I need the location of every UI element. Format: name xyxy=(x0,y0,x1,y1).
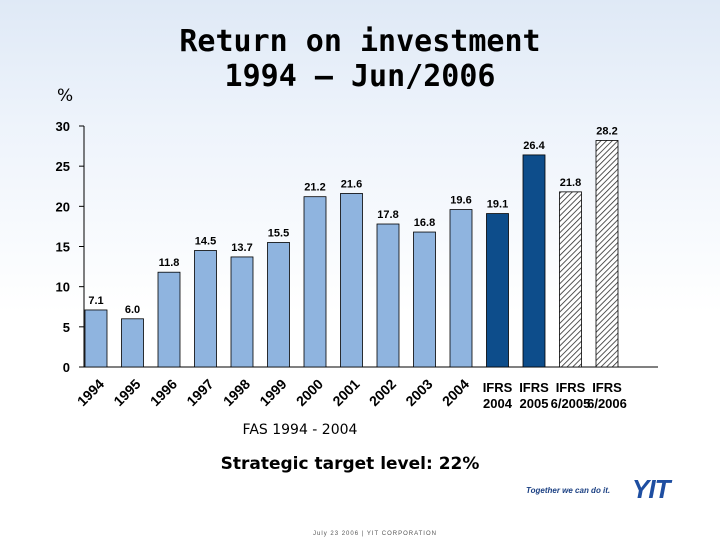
value-label: 17.8 xyxy=(377,209,398,221)
x-tick-label: 1995 xyxy=(110,376,143,409)
subtitle-fas: FAS 1994 - 2004 xyxy=(242,422,358,438)
company-logo: Together we can do it. YIT xyxy=(526,474,706,506)
y-tick-label: 15 xyxy=(56,240,70,255)
x-tick-label: 1999 xyxy=(256,376,289,409)
value-label: 15.5 xyxy=(268,227,289,239)
bar-ifrs-2005 xyxy=(522,154,546,368)
x-tick-label: 2005 xyxy=(520,396,549,411)
strategic-target: Strategic target level: 22% xyxy=(220,454,480,474)
chart-title-line-2: 1994 – Jun/2006 xyxy=(224,59,496,94)
logo-mark: YIT xyxy=(632,474,670,504)
bar-ifrs-6-2005 xyxy=(559,191,582,368)
value-label: 16.8 xyxy=(414,217,435,229)
x-tick-label: IFRS xyxy=(519,380,549,395)
x-tick-label: 2000 xyxy=(293,376,326,409)
bar-1995 xyxy=(121,318,144,368)
bar-1994 xyxy=(84,309,108,368)
value-label: 6.0 xyxy=(125,304,140,316)
bar-1997 xyxy=(194,250,217,368)
x-tick-label: 6/2005 xyxy=(551,396,591,411)
chart-title: Return on investment 1994 – Jun/2006 xyxy=(120,24,600,94)
x-tick-label: 2004 xyxy=(483,396,513,411)
value-label: 11.8 xyxy=(159,257,180,269)
footer-text: July 23 2006 | YIT CORPORATION xyxy=(313,531,437,537)
x-tick-label: 2002 xyxy=(366,376,399,409)
x-tick-label: 2001 xyxy=(329,376,362,409)
bar-2000 xyxy=(303,196,327,368)
value-label: 21.6 xyxy=(341,178,362,190)
y-tick-label: 0 xyxy=(63,360,70,375)
value-label: 21.8 xyxy=(560,177,581,189)
y-tick-label: 30 xyxy=(56,119,70,134)
value-label: 13.7 xyxy=(231,242,252,254)
bar-2004 xyxy=(449,209,473,368)
bar-ifrs-6-2006 xyxy=(595,140,619,368)
value-label: 19.6 xyxy=(450,195,471,207)
logo-slogan: Together we can do it. xyxy=(526,486,611,495)
bar-2003 xyxy=(413,231,436,368)
value-label: 21.2 xyxy=(304,182,325,194)
x-tick-label: 1996 xyxy=(147,376,180,409)
bar-ifrs-2004 xyxy=(486,213,509,368)
x-tick-label: 1997 xyxy=(183,376,216,409)
chart-title-line-1: Return on investment xyxy=(179,24,541,59)
bar-2001 xyxy=(340,193,363,368)
bar-1998 xyxy=(230,256,254,368)
x-tick-label: 1998 xyxy=(220,376,253,409)
value-label: 7.1 xyxy=(88,295,103,307)
chart-bars xyxy=(84,140,619,368)
x-tick-label: 2003 xyxy=(402,376,435,409)
x-tick-label: 1994 xyxy=(74,376,107,409)
value-label: 28.2 xyxy=(596,125,617,137)
y-axis-label: % xyxy=(57,86,74,106)
bar-1996 xyxy=(157,271,181,368)
x-tick-label: 6/2006 xyxy=(587,396,627,411)
x-tick-label: 2004 xyxy=(439,376,472,409)
x-tick-label: IFRS xyxy=(556,380,586,395)
x-tick-label: IFRS xyxy=(483,380,513,395)
x-tick-label: IFRS xyxy=(592,380,622,395)
y-tick-label: 20 xyxy=(56,199,70,214)
value-label: 19.1 xyxy=(487,199,508,211)
value-label: 26.4 xyxy=(523,140,545,152)
y-tick-label: 10 xyxy=(56,280,70,295)
y-tick-label: 5 xyxy=(63,320,70,335)
bar-2002 xyxy=(376,223,400,368)
bar-1999 xyxy=(267,242,290,368)
value-label: 14.5 xyxy=(195,236,216,248)
y-tick-label: 25 xyxy=(56,159,70,174)
